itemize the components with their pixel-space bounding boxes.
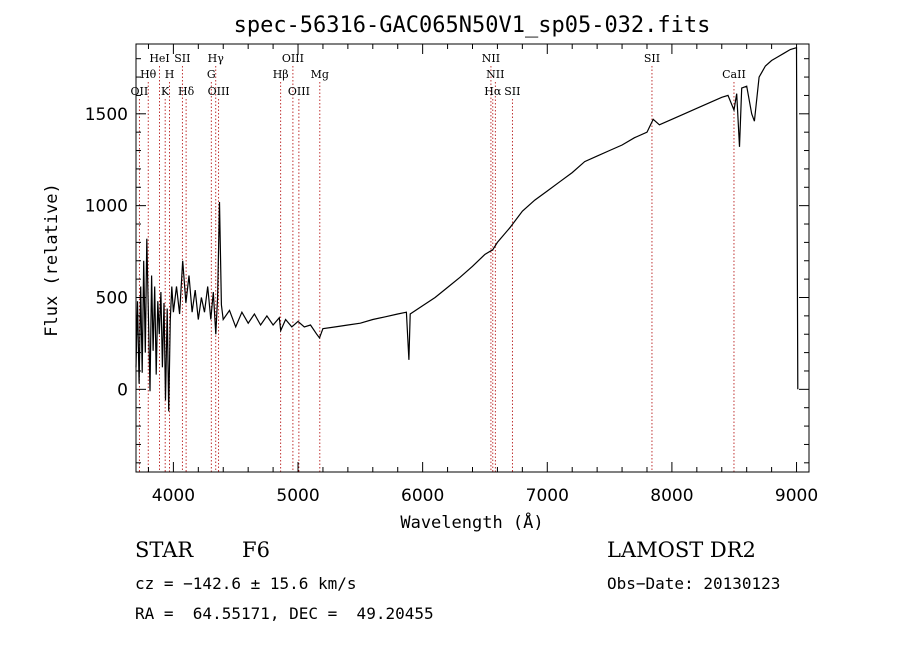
line-marker-label-6: Hδ bbox=[178, 85, 195, 98]
y-tick-label: 0 bbox=[117, 380, 128, 400]
observation-date: Obs−Date: 20130123 bbox=[607, 574, 781, 593]
y-tick-label: 1000 bbox=[85, 197, 128, 217]
line-marker-label-18: SII bbox=[644, 52, 660, 65]
line-marker-label-16: Hα bbox=[484, 85, 502, 98]
line-marker-label-19: CaII bbox=[722, 68, 746, 81]
line-marker-label-1: Hθ bbox=[140, 68, 157, 81]
chart-title: spec-56316-GAC065N50V1_sp05-032.fits bbox=[234, 13, 711, 38]
plot-frame bbox=[135, 43, 810, 473]
x-axis-label: Wavelength (Å) bbox=[400, 511, 543, 533]
y-tick-label: 1500 bbox=[85, 105, 128, 125]
line-marker-label-12: OIII bbox=[288, 85, 310, 98]
x-axis-ticks: 4000 5000 6000 7000 8000 9000 bbox=[147, 44, 818, 506]
line-marker-label-14: NII bbox=[482, 52, 500, 65]
x-tick-label: 6000 bbox=[401, 486, 444, 506]
spectrum-line bbox=[135, 46, 799, 412]
line-marker-label-3: K bbox=[161, 85, 170, 98]
line-marker-label-0: OII bbox=[131, 85, 149, 98]
line-marker-label-8: G bbox=[207, 68, 216, 81]
x-tick-label: 4000 bbox=[152, 486, 195, 506]
line-marker-label-9: OIII bbox=[208, 85, 230, 98]
line-marker-label-13: Mg bbox=[311, 68, 329, 81]
y-axis-ticks: 0 500 1000 1500 bbox=[85, 58, 809, 464]
line-marker-label-11: OIII bbox=[282, 52, 304, 65]
y-axis-label: Flux (relative) bbox=[42, 183, 62, 337]
line-marker-label-7: Hγ bbox=[208, 52, 225, 65]
x-tick-label: 7000 bbox=[526, 486, 569, 506]
line-marker-label-2: HeI bbox=[149, 52, 169, 65]
line-marker-label-10: Hβ bbox=[273, 68, 289, 81]
object-subclass: F6 bbox=[242, 538, 270, 562]
x-tick-label: 8000 bbox=[650, 486, 693, 506]
object-class: STAR bbox=[135, 538, 194, 562]
line-marker-label-17: SII bbox=[504, 85, 520, 98]
redshift-cz: cz = −142.6 ± 15.6 km/s bbox=[135, 574, 357, 593]
y-tick-label: 500 bbox=[96, 288, 128, 308]
spectral-line-markers: OIIHθHeIKHSIIHδHγGOIIIHβOIIIOIIIMgNIINII… bbox=[131, 52, 746, 472]
survey-name: LAMOST DR2 bbox=[607, 538, 756, 562]
line-marker-label-15: NII bbox=[486, 68, 504, 81]
x-tick-label: 9000 bbox=[775, 486, 818, 506]
x-tick-label: 5000 bbox=[276, 486, 319, 506]
line-marker-label-4: H bbox=[165, 68, 175, 81]
coordinates: RA = 64.55171, DEC = 49.20455 bbox=[135, 604, 434, 623]
line-marker-label-5: SII bbox=[174, 52, 190, 65]
